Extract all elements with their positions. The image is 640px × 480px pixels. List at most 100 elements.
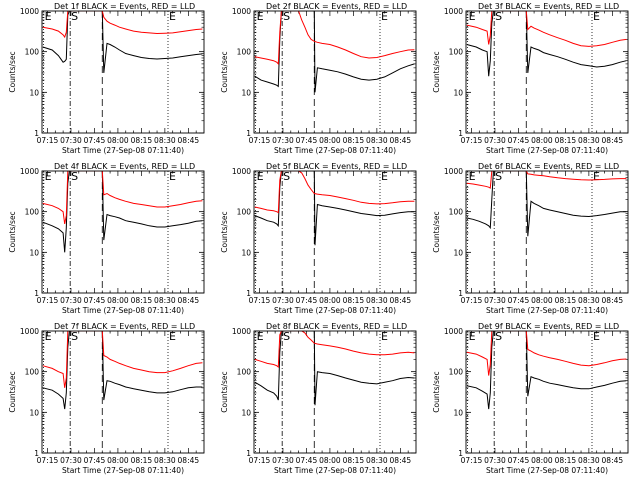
y-tick-label: 1	[458, 289, 463, 298]
x-tick-label: 08:30	[154, 456, 176, 465]
y-axis-label: Counts/sec	[8, 371, 17, 412]
x-tick-label: 08:45	[602, 296, 624, 305]
x-tick-label: 07:45	[296, 136, 318, 145]
panel-det-4: Det 4f BLACK = Events, RED = LLD Counts/s…	[8, 162, 205, 315]
x-tick-label: 07:45	[84, 136, 106, 145]
x-tick-label: 08:00	[531, 296, 553, 305]
x-tick-label: 07:30	[272, 456, 294, 465]
x-tick-label: 07:45	[84, 296, 106, 305]
y-axis-label: Counts/sec	[432, 51, 441, 92]
panel-det-8: Det 8f BLACK = Events, RED = LLD Counts/s…	[220, 322, 417, 475]
marker-label-e2: E	[169, 10, 176, 23]
x-axis-label: Start Time (27-Sep-08 07:11:40)	[486, 146, 608, 155]
y-tick-label: 1	[246, 129, 251, 138]
plot-frame	[253, 10, 417, 134]
y-tick-label: 1000	[20, 167, 39, 176]
x-tick-label: 07:30	[272, 296, 294, 305]
y-tick-label: 100	[237, 48, 252, 57]
x-tick-label: 08:45	[602, 136, 624, 145]
y-tick-label: 10	[29, 88, 39, 97]
x-tick-label: 07:45	[296, 456, 318, 465]
series-lld-line	[466, 331, 627, 376]
x-tick-label: 08:15	[343, 136, 365, 145]
plot-frame	[465, 330, 629, 454]
panel-det-1: Det 1f BLACK = Events, RED = LLD Counts/s…	[8, 2, 205, 155]
x-axis-label: Start Time (27-Sep-08 07:11:40)	[274, 466, 396, 475]
x-tick-label: 08:00	[107, 296, 129, 305]
x-axis-label: Start Time (27-Sep-08 07:11:40)	[62, 306, 184, 315]
x-tick-label: 08:45	[178, 136, 200, 145]
x-tick-label: 08:00	[319, 456, 341, 465]
panel-det-6: Det 6f BLACK = Events, RED = LLD Counts/s…	[432, 162, 629, 315]
x-tick-label: 07:15	[37, 296, 59, 305]
marker-label-s: S	[71, 10, 78, 23]
marker-label-s: S	[495, 330, 502, 343]
x-tick-label: 07:30	[484, 296, 506, 305]
plot-frame	[41, 10, 205, 134]
x-tick-label: 07:30	[60, 296, 82, 305]
marker-label-e2: E	[381, 170, 388, 183]
y-tick-label: 1	[458, 449, 463, 458]
x-tick-label: 08:15	[131, 456, 153, 465]
marker-label-e2: E	[381, 330, 388, 343]
panel-title: Det 6f BLACK = Events, RED = LLD	[478, 162, 619, 171]
y-tick-label: 10	[453, 408, 463, 417]
x-axis-label: Start Time (27-Sep-08 07:11:40)	[62, 146, 184, 155]
x-tick-label: 07:45	[84, 456, 106, 465]
y-tick-label: 100	[25, 48, 40, 57]
marker-label-s: S	[495, 10, 502, 23]
series-lld-line	[42, 171, 203, 224]
x-tick-label: 08:30	[578, 136, 600, 145]
y-tick-label: 1	[34, 129, 39, 138]
marker-label-s: S	[495, 170, 502, 183]
marker-label-e2: E	[169, 170, 176, 183]
x-tick-label: 08:15	[555, 456, 577, 465]
plot-frame	[253, 330, 417, 454]
marker-label-s: S	[283, 330, 290, 343]
panel-det-3: Det 3f BLACK = Events, RED = LLD Counts/s…	[432, 2, 629, 155]
x-tick-label: 08:00	[319, 296, 341, 305]
x-tick-label: 08:00	[531, 456, 553, 465]
panel-det-7: Det 7f BLACK = Events, RED = LLD Counts/s…	[8, 322, 205, 475]
marker-label-e1: E	[469, 170, 476, 183]
panel-title: Det 1f BLACK = Events, RED = LLD	[54, 2, 195, 11]
plot-frame	[41, 330, 205, 454]
marker-label-e2: E	[593, 170, 600, 183]
series-lld-line	[466, 11, 627, 47]
panel-title: Det 9f BLACK = Events, RED = LLD	[478, 322, 619, 331]
x-tick-label: 07:30	[484, 456, 506, 465]
x-tick-label: 07:30	[60, 456, 82, 465]
x-axis-label: Start Time (27-Sep-08 07:11:40)	[62, 466, 184, 475]
x-tick-label: 07:15	[249, 456, 271, 465]
series-lld-line	[254, 331, 415, 369]
x-tick-label: 08:30	[366, 296, 388, 305]
x-axis-label: Start Time (27-Sep-08 07:11:40)	[486, 466, 608, 475]
marker-label-e2: E	[169, 330, 176, 343]
y-tick-label: 100	[25, 368, 40, 377]
x-tick-label: 07:30	[484, 136, 506, 145]
x-tick-label: 07:15	[249, 136, 271, 145]
x-tick-label: 07:15	[37, 456, 59, 465]
panel-det-5: Det 5f BLACK = Events, RED = LLD Counts/s…	[220, 162, 417, 315]
y-tick-label: 1	[34, 289, 39, 298]
y-tick-label: 10	[241, 408, 251, 417]
panel-title: Det 3f BLACK = Events, RED = LLD	[478, 2, 619, 11]
y-tick-label: 1000	[232, 7, 251, 16]
x-tick-label: 07:15	[249, 296, 271, 305]
series-lld-line	[254, 11, 415, 66]
y-tick-label: 10	[29, 248, 39, 257]
x-tick-label: 07:45	[508, 296, 530, 305]
y-tick-label: 10	[241, 248, 251, 257]
y-tick-label: 1	[246, 289, 251, 298]
y-tick-label: 1000	[232, 167, 251, 176]
y-tick-label: 1000	[232, 327, 251, 336]
x-axis-label: Start Time (27-Sep-08 07:11:40)	[486, 306, 608, 315]
y-tick-label: 10	[29, 408, 39, 417]
marker-label-e2: E	[593, 10, 600, 23]
marker-label-e1: E	[45, 10, 52, 23]
series-events-line	[466, 11, 627, 77]
panel-title: Det 2f BLACK = Events, RED = LLD	[266, 2, 407, 11]
x-tick-label: 08:45	[390, 296, 412, 305]
x-tick-label: 08:00	[107, 136, 129, 145]
plot-frame	[465, 170, 629, 294]
